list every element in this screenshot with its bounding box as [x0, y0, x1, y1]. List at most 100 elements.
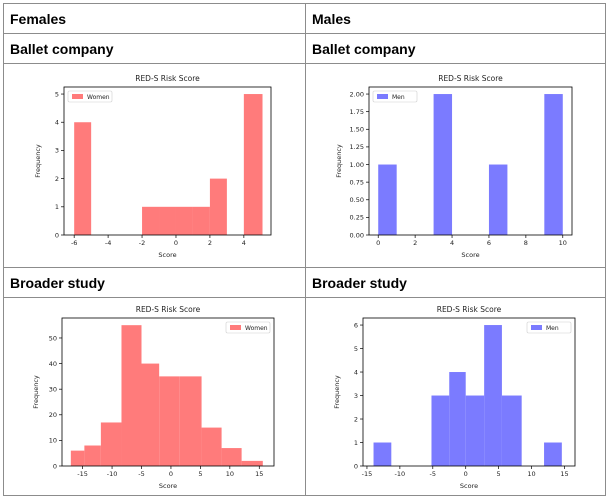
- y-axis-label: Frequency: [335, 144, 343, 178]
- x-axis-label: Score: [459, 482, 477, 490]
- legend-entry: Women: [245, 325, 268, 332]
- plot-frame: [61, 317, 274, 466]
- histogram-bar: [83, 445, 101, 466]
- y-tick-label: 6: [353, 321, 357, 329]
- x-tick-label: -15: [77, 470, 88, 478]
- plot-frame: [63, 86, 272, 235]
- histogram-broader-men: RED-S Risk Score -15 -10 -5 0 5 10 15 0 1 2 3 4 5 6 Sco…: [333, 305, 575, 490]
- chart-title: RED-S Risk Score: [135, 74, 200, 83]
- cell-ballet-males: RED-S Risk Score 0 2 4 6 8 10 0.00 0.25 0.50 0.75 1…: [305, 63, 606, 268]
- histogram-bar: [209, 178, 227, 235]
- legend: Men: [526, 321, 571, 333]
- histogram-bar: [192, 206, 210, 235]
- histogram-bar: [142, 206, 160, 235]
- histogram-bar: [543, 442, 562, 466]
- plot-frame: [368, 86, 573, 235]
- section-label-broader-males: Broader study: [305, 267, 606, 298]
- column-header-females: Females: [3, 3, 306, 34]
- y-tick-label: 10: [48, 436, 56, 444]
- y-tick-label: 4: [353, 368, 357, 376]
- x-tick-label: 5: [198, 470, 202, 478]
- histogram-bar: [179, 375, 202, 466]
- x-tick-label: 2: [208, 239, 212, 247]
- histogram-bar: [544, 93, 563, 235]
- y-tick-label: 1.00: [350, 160, 364, 168]
- histogram-bar: [430, 395, 449, 466]
- column-header-males: Males: [305, 3, 606, 34]
- histogram-bar: [70, 450, 84, 466]
- x-tick-label: 15: [560, 470, 568, 478]
- x-tick-label: 0: [174, 239, 178, 247]
- histogram-bar: [159, 206, 176, 235]
- section-label-broader-females: Broader study: [3, 267, 306, 298]
- x-axis-label: Score: [158, 482, 176, 490]
- chart-title: RED-S Risk Score: [135, 305, 200, 314]
- x-tick-label: -10: [394, 470, 405, 478]
- legend-swatch: [530, 324, 542, 330]
- legend: Women: [67, 90, 113, 102]
- legend-box: [372, 90, 418, 102]
- x-axis-label: Score: [461, 251, 479, 259]
- y-tick-label: 30: [48, 385, 56, 393]
- histogram-bar: [378, 164, 397, 235]
- legend-entry: Men: [392, 94, 405, 101]
- histogram-bar: [100, 421, 121, 466]
- y-tick-label: 0: [55, 231, 59, 239]
- histogram-ballet-women: RED-S Risk Score -6 -4 -2 0 2 4 0 1 2 3 4 5 Score Freq…: [34, 74, 272, 259]
- histogram-bar: [501, 395, 522, 466]
- x-tick-label: 15: [255, 470, 263, 478]
- chart-title: RED-S Risk Score: [436, 305, 501, 314]
- y-tick-label: 0.75: [350, 178, 364, 186]
- histogram-bar: [483, 324, 502, 466]
- y-tick-label: 0: [353, 462, 357, 470]
- y-tick-label: 1: [353, 438, 357, 446]
- x-tick-label: 4: [450, 239, 454, 247]
- legend-box: [67, 90, 113, 102]
- legend-swatch: [229, 324, 241, 330]
- histogram-bar: [141, 363, 159, 466]
- section-label-ballet-females: Ballet company: [3, 33, 306, 64]
- chart-title: RED-S Risk Score: [438, 74, 503, 83]
- x-tick-label: 10: [527, 470, 535, 478]
- y-tick-label: 5: [55, 90, 59, 98]
- y-axis-label: Frequency: [34, 144, 42, 178]
- y-tick-label: 0.25: [350, 213, 364, 221]
- x-tick-label: 0: [463, 470, 467, 478]
- section-label-ballet-males: Ballet company: [305, 33, 606, 64]
- x-tick-label: 10: [225, 470, 233, 478]
- legend: Men: [372, 90, 418, 102]
- histogram-bar: [465, 395, 484, 466]
- histogram-bar: [373, 442, 391, 466]
- x-tick-label: -15: [361, 470, 372, 478]
- x-tick-label: 8: [524, 239, 528, 247]
- y-tick-label: 1.50: [350, 125, 364, 133]
- cell-broader-males: RED-S Risk Score -15 -10 -5 0 5 10 15 0 1 2 3 4 5 6 Sco…: [305, 297, 606, 496]
- histogram-bar: [488, 164, 508, 235]
- histogram-bar: [74, 121, 92, 235]
- cell-ballet-females: RED-S Risk Score -6 -4 -2 0 2 4 0 1 2 3 4 5 Score Freq…: [3, 63, 306, 268]
- histogram-ballet-men: RED-S Risk Score 0 2 4 6 8 10 0.00 0.25 0.50 0.75 1…: [335, 74, 573, 259]
- histogram-bar: [448, 371, 466, 466]
- histogram-bar: [221, 447, 242, 466]
- y-tick-label: 0: [52, 462, 56, 470]
- y-tick-label: 2: [353, 415, 357, 423]
- legend-box: [225, 321, 270, 333]
- y-tick-label: 0.50: [350, 196, 364, 204]
- y-tick-label: 40: [48, 359, 56, 367]
- y-tick-label: 3: [55, 146, 59, 154]
- histogram-broader-women: RED-S Risk Score -15 -10 -5 0 5 10 15 0 10 20 30 40 5…: [32, 305, 274, 490]
- y-tick-label: 1: [55, 203, 59, 211]
- y-tick-label: 50: [48, 334, 56, 342]
- x-tick-label: 6: [487, 239, 491, 247]
- y-tick-label: 20: [48, 411, 56, 419]
- histogram-bar: [158, 375, 180, 466]
- legend-entry: Women: [87, 94, 110, 101]
- y-tick-label: 1.75: [350, 107, 364, 115]
- y-axis-label: Frequency: [32, 375, 40, 409]
- histogram-bar: [120, 324, 141, 466]
- histogram-bar: [243, 93, 263, 235]
- x-tick-label: 4: [242, 239, 246, 247]
- x-axis-label: Score: [158, 251, 176, 259]
- x-tick-label: 0: [376, 239, 380, 247]
- x-tick-label: 2: [413, 239, 417, 247]
